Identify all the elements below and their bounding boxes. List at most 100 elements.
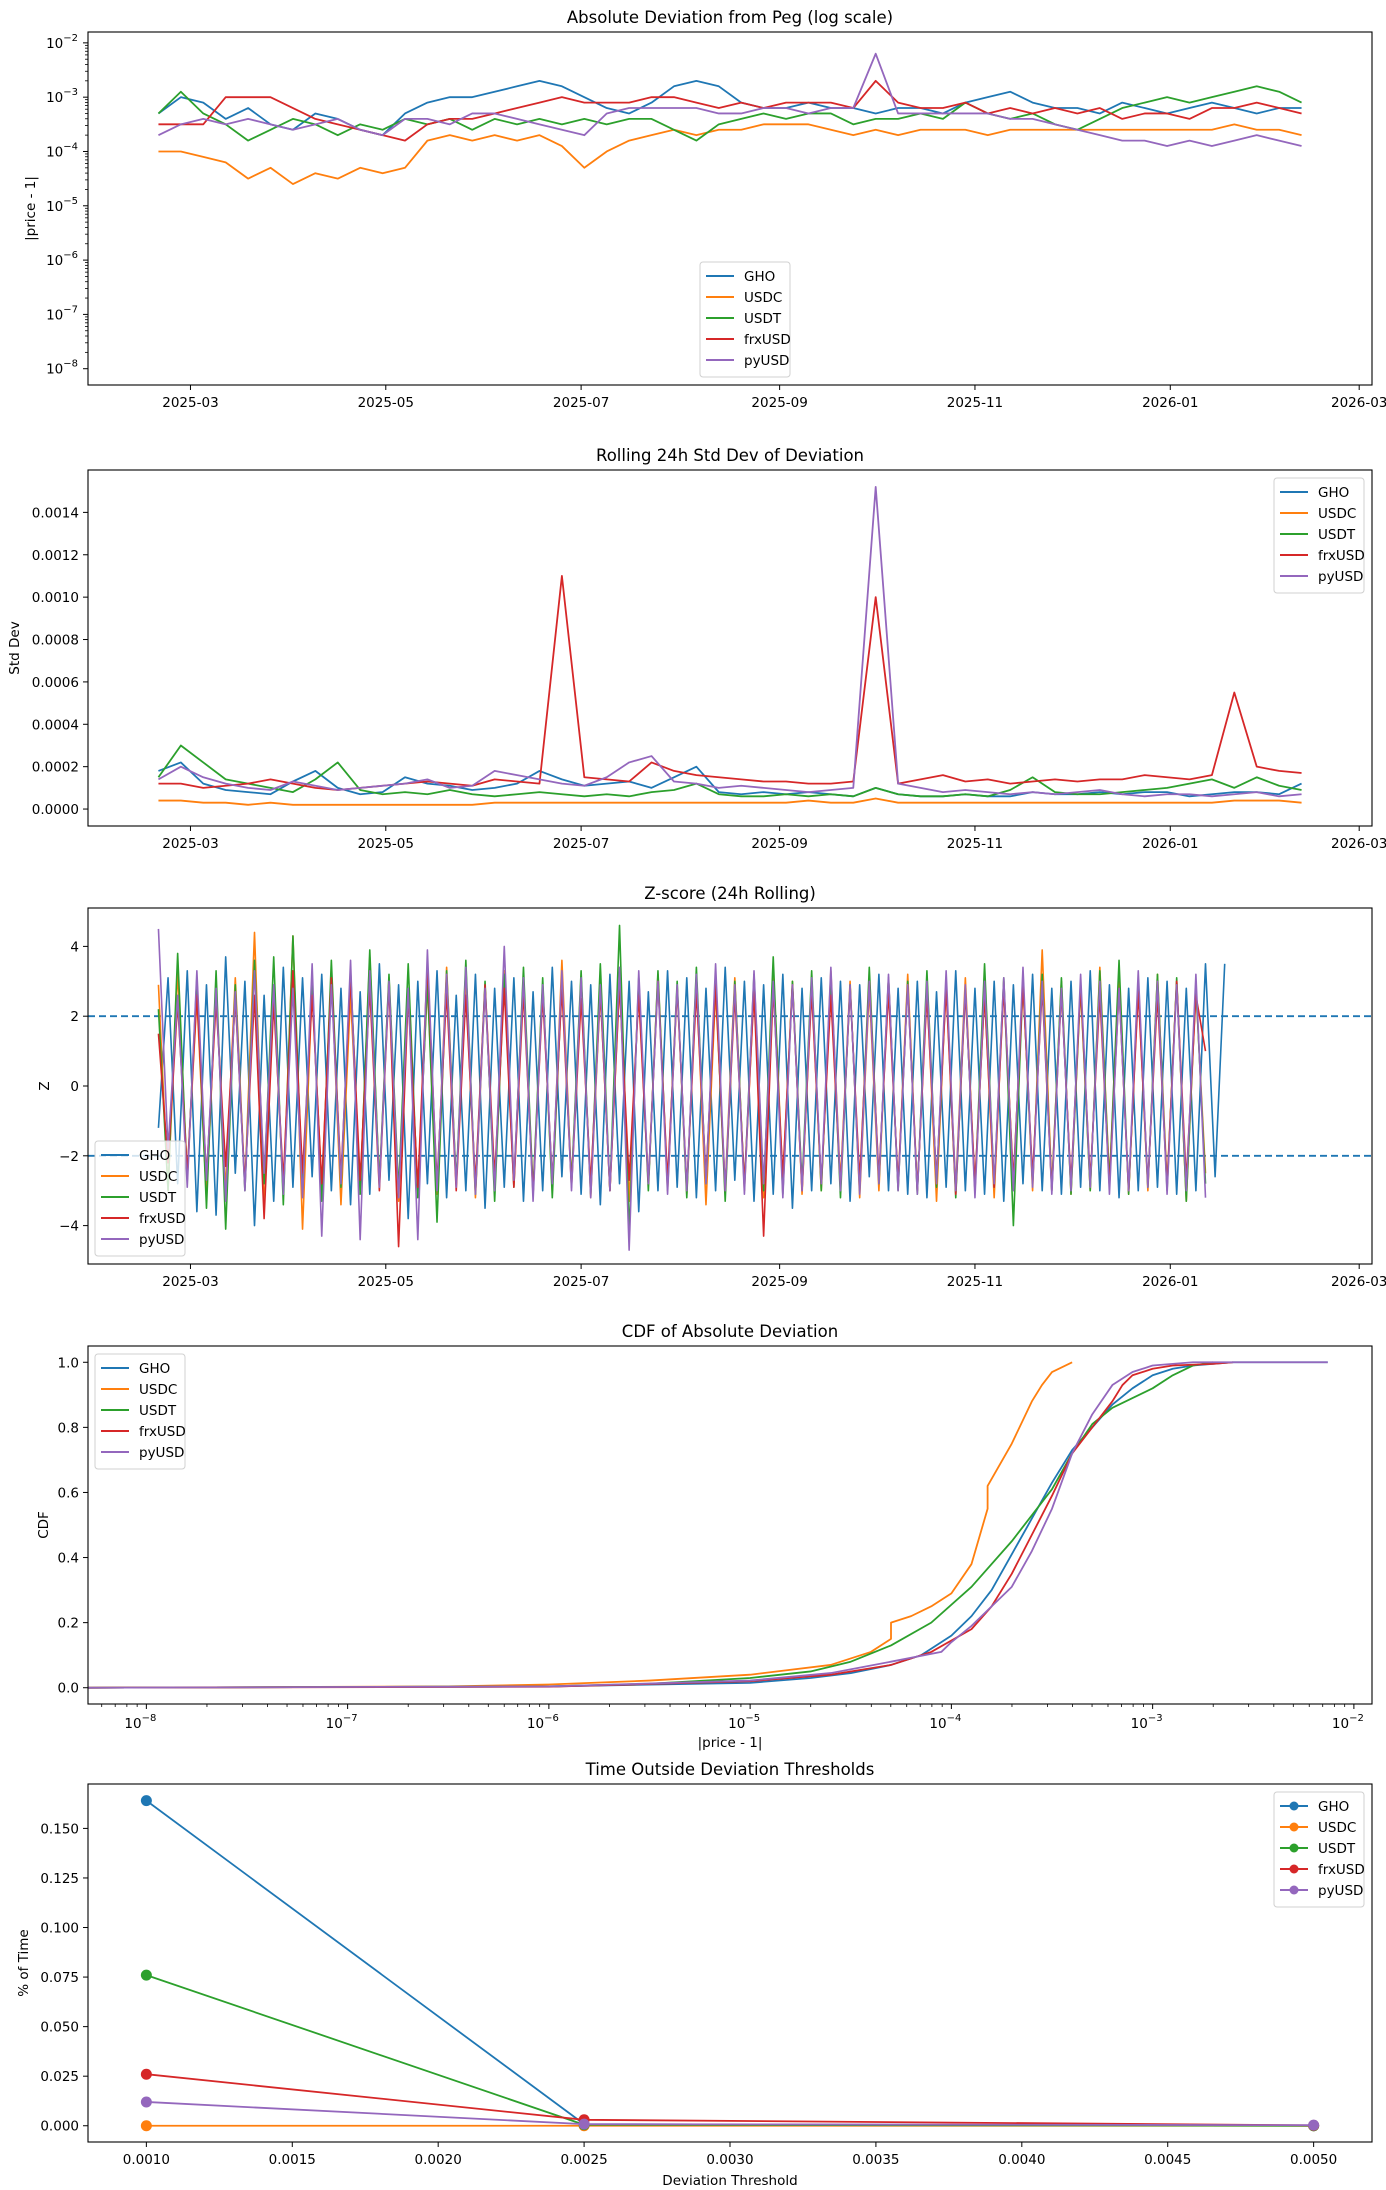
x-tick-label: 0.0010 [123,2152,170,2168]
x-tick-label: 0.0050 [1290,2152,1337,2168]
y-axis-label: % of Time [16,1929,32,1996]
y-tick-label: −2 [59,1149,79,1165]
y-tick-label: 2 [70,1009,79,1025]
x-tick-label: 2025-09 [751,836,807,852]
x-tick-label: 10−8 [124,1713,156,1732]
x-axis-label: |price - 1| [698,1735,763,1751]
x-tick-label: 2025-11 [947,395,1003,411]
y-tick-label: 0.025 [40,2069,79,2085]
legend-label-pyusd: pyUSD [1318,569,1363,585]
x-tick-label: 0.0020 [415,2152,462,2168]
plot-area [157,486,1302,806]
y-tick-label: 0.125 [40,1871,79,1887]
x-tick-label: 10−5 [728,1713,760,1732]
y-tick-label: 0.075 [40,1970,79,1986]
y-tick-label: 0.0006 [32,675,79,691]
x-tick-label: 2025-09 [751,395,807,411]
plot-area [140,1795,1320,2132]
x-tick-label: 2026-03 [1331,1274,1386,1290]
data-point-pyusd [578,2118,590,2130]
series-line-frxusd [88,1361,1234,1689]
y-axis-label: Std Dev [7,621,23,674]
data-point-usdt [140,1969,152,1981]
legend-label-pyusd: pyUSD [744,353,789,369]
legend: GHO USDC USDT frxUSD pyUSD [699,261,791,378]
y-tick-label: 10−5 [46,196,78,215]
legend-label-frxusd: frxUSD [1318,1862,1365,1878]
series-line-gho [145,1799,1314,2127]
legend-label-frxusd: frxUSD [1318,548,1365,564]
legend-label-usdc: USDC [139,1382,177,1398]
y-tick-label: 0.100 [40,1921,79,1937]
y-tick-label: 10−8 [46,359,78,378]
x-tick-label: 0.0035 [852,2152,899,2168]
x-tick-label: 2025-05 [358,1274,414,1290]
chart-rolling-std: Rolling 24h Std Dev of Deviation 0.0000 0.… [7,446,1386,852]
series-line-gho [157,79,1302,137]
x-tick-label: 2025-07 [553,836,609,852]
x-tick-label: 10−7 [326,1713,358,1732]
axes-frame [87,907,1373,1265]
legend-frame [699,261,791,378]
series-line-usdt [157,744,1302,798]
legend-label-usdt: USDT [744,311,782,327]
series-line-usdt [146,1974,1314,2127]
series-line-gho [88,1361,1328,1689]
plot-area [88,924,1372,1251]
series-line-usdc [158,797,1302,806]
x-tick-label: 10−2 [1332,1713,1364,1732]
x-tick-label: 2025-03 [162,1274,218,1290]
chart-abs-dev: Absolute Deviation from Peg (log scale) 1… [23,8,1386,411]
x-tick-label: 2025-07 [553,1274,609,1290]
x-tick-label: 10−3 [1131,1713,1163,1732]
y-tick-label: 10−3 [46,87,78,106]
axes-frame [87,31,1373,386]
y-tick-label: 0.0012 [32,548,79,564]
axes-frame [87,469,1373,827]
x-tick-label: 0.0045 [1144,2152,1191,2168]
chart-zscore: Z-score (24h Rolling) −4 −2 0 2 4 2025-03 2025-… [37,884,1386,1290]
plot-area [157,52,1302,185]
x-tick-label: 2025-03 [162,395,218,411]
data-point-pyusd [140,2096,152,2108]
y-tick-label: 0.0002 [32,760,79,776]
legend-label-pyusd: pyUSD [1318,1883,1363,1899]
x-tick-label: 2025-07 [553,395,609,411]
x-axis-label: Deviation Threshold [662,2173,797,2189]
y-tick-label: 0 [70,1079,79,1095]
axes-frame [87,1345,1373,1705]
y-tick-label: 0.050 [40,2020,79,2036]
x-tick-label: 10−6 [527,1713,559,1732]
legend-label-gho: GHO [1318,485,1349,501]
x-tick-label: 2026-01 [1142,836,1198,852]
legend-label-gho: GHO [744,269,775,285]
legend-label-pyusd: pyUSD [139,1232,184,1248]
y-tick-label: 4 [70,939,79,955]
x-tick-label: 2026-03 [1331,395,1386,411]
y-tick-label: 0.8 [58,1420,79,1436]
x-tick-label: 0.0025 [560,2152,607,2168]
x-tick-label: 2025-05 [358,836,414,852]
legend-label-gho: GHO [139,1361,170,1377]
legend-frame [94,1353,186,1470]
legend-frame [94,1140,186,1257]
legend-label-frxusd: frxUSD [139,1424,186,1440]
legend-marker-usdc [1289,1822,1299,1832]
x-tick-label: 2025-05 [358,395,414,411]
data-point-frxusd [140,2068,152,2080]
y-tick-label: 0.4 [58,1551,79,1567]
x-tick-label: 2026-01 [1142,1274,1198,1290]
legend-label-gho: GHO [139,1148,170,1164]
legend-label-usdc: USDC [1318,506,1356,522]
chart-title: CDF of Absolute Deviation [622,1322,838,1341]
chart-title: Time Outside Deviation Thresholds [585,1760,875,1779]
y-axis-label: Z [37,1081,53,1090]
legend-marker-gho [1289,1801,1299,1811]
series-line-usdc [158,123,1302,185]
legend-frame [1273,477,1365,594]
series-line-pyusd [88,1361,1328,1689]
legend-label-gho: GHO [1318,1799,1349,1815]
data-point-pyusd [1308,2119,1320,2131]
series-line-usdc [88,1361,1073,1689]
y-tick-label: 0.0 [58,1681,79,1697]
